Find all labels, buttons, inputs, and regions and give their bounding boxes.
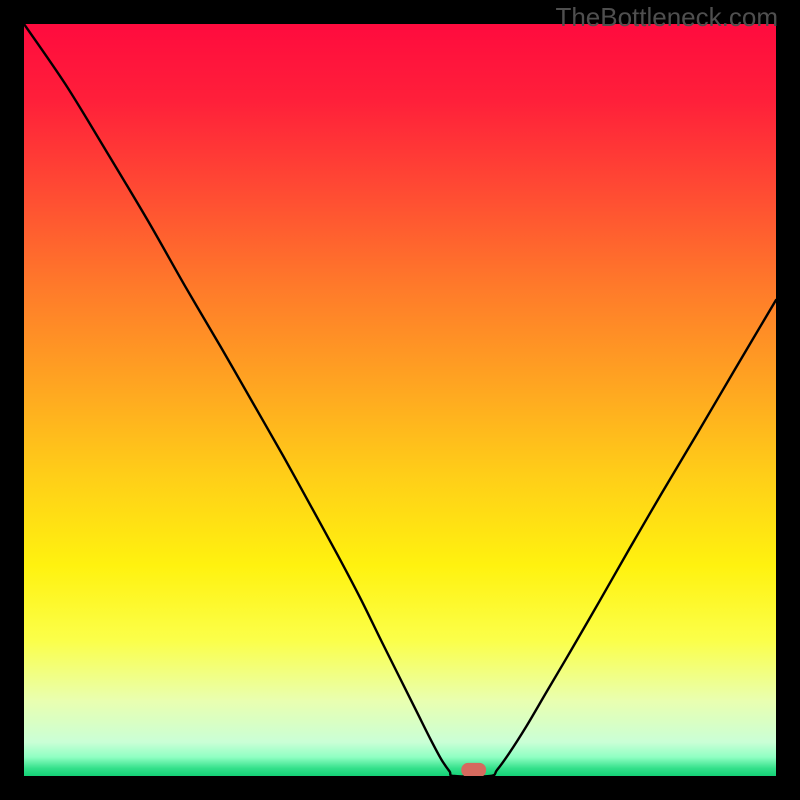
plot-area [24, 24, 776, 776]
optimal-marker [461, 763, 486, 776]
watermark-text: TheBottleneck.com [555, 2, 778, 33]
chart-container: TheBottleneck.com [0, 0, 800, 800]
curve-layer [24, 24, 776, 776]
bottleneck-curve [24, 24, 776, 776]
